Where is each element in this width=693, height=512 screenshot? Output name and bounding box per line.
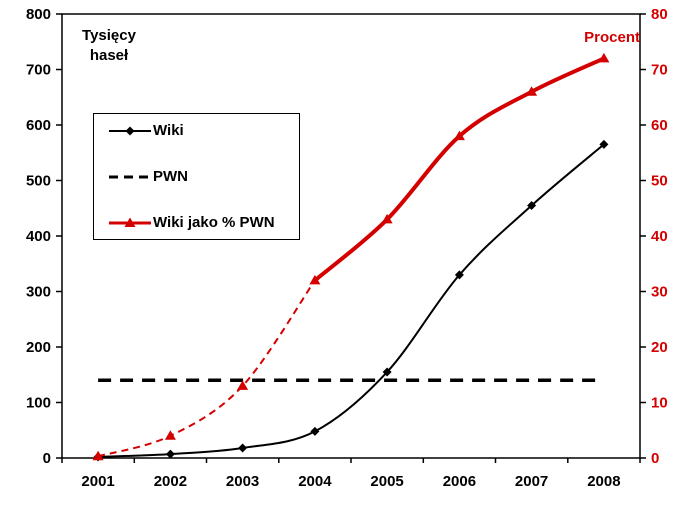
- legend-label-wiki: Wiki: [153, 122, 184, 139]
- x-axis-tick-label: 2006: [443, 473, 476, 490]
- right-axis-tick-label: 80: [651, 6, 668, 23]
- left-axis-title: Tysięcy haseł: [82, 27, 136, 65]
- right-axis-tick-label: 0: [651, 450, 659, 467]
- legend-label-wiki-pct-pwn: Wiki jako % PWN: [153, 214, 275, 231]
- x-axis-tick-label: 2004: [298, 473, 332, 490]
- right-axis-tick-label: 60: [651, 117, 668, 134]
- x-axis-tick-label: 2007: [515, 473, 548, 490]
- legend-label-pwn: PWN: [153, 168, 188, 185]
- left-axis-tick-label: 400: [26, 228, 51, 245]
- x-axis-tick-label: 2003: [226, 473, 259, 490]
- right-axis-tick-label: 70: [651, 62, 668, 79]
- legend: Wiki PWN Wiki jako % PWN: [93, 113, 300, 240]
- right-axis-tick-label: 20: [651, 339, 668, 356]
- left-axis-tick-label: 100: [26, 395, 51, 412]
- left-axis-tick-label: 0: [43, 450, 51, 467]
- left-axis-tick-label: 600: [26, 117, 51, 134]
- legend-item-wiki: Wiki: [108, 122, 293, 139]
- x-axis-tick-label: 2002: [154, 473, 187, 490]
- right-axis-tick-label: 30: [651, 284, 668, 301]
- wiki-line-icon: [108, 123, 152, 139]
- right-axis-title: Procent: [584, 29, 640, 46]
- x-axis-tick-label: 2008: [587, 473, 620, 490]
- x-axis-tick-label: 2005: [370, 473, 403, 490]
- right-axis-tick-label: 50: [651, 173, 668, 190]
- pwn-line-icon: [108, 169, 152, 185]
- left-axis-tick-label: 300: [26, 284, 51, 301]
- left-axis-tick-label: 700: [26, 62, 51, 79]
- right-axis-tick-label: 40: [651, 228, 668, 245]
- x-axis-tick-label: 2001: [81, 473, 114, 490]
- wiki-pct-pwn-line-icon: [108, 215, 152, 231]
- left-axis-tick-label: 200: [26, 339, 51, 356]
- series-wiki-jako-pwn: [92, 52, 610, 461]
- legend-item-pwn: PWN: [108, 168, 293, 185]
- right-axis-tick-label: 10: [651, 395, 668, 412]
- left-axis-tick-label: 800: [26, 6, 51, 23]
- legend-item-wiki-pct-pwn: Wiki jako % PWN: [108, 214, 293, 231]
- left-axis-tick-label: 500: [26, 173, 51, 190]
